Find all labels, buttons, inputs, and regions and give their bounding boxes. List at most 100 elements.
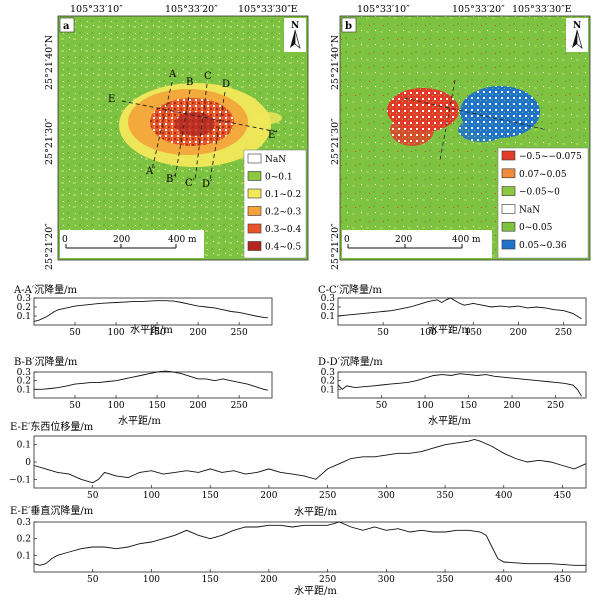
scale-bar-a: 0 200 400 m	[60, 230, 204, 258]
legend-swatch	[501, 239, 516, 250]
legend-label: 0.1~0.2	[265, 190, 301, 200]
x-axis-label: 水平距/m	[428, 324, 471, 336]
y-tick-label: 0.1	[17, 385, 31, 395]
profile-letter-A-prime: A′	[145, 166, 156, 177]
chart-frame	[33, 371, 273, 399]
profile-chart-4: D-D′沉降量/m 0.10.20.3 50 100 150 200 250 水平距/m	[318, 355, 587, 427]
profile-letter-D-prime: D′	[202, 179, 213, 190]
chart-title: C-C′沉降量/m	[318, 283, 382, 296]
top-coord-b-3: 105°33′30″E	[512, 4, 572, 15]
x-tick-label: 100	[107, 401, 124, 411]
x-tick-label: 150	[465, 328, 482, 338]
y-tick-label: 0.2	[17, 377, 31, 387]
chart-frame	[33, 297, 273, 326]
legend-label: −0.05~0	[519, 188, 560, 198]
scale-bar-b: 0 200 400 m	[342, 230, 492, 258]
top-coord-b-2: 105°33′20″	[452, 4, 505, 15]
x-tick-label: 250	[555, 328, 572, 338]
svg-text:400 m: 400 m	[452, 235, 481, 245]
x-tick-label: 200	[503, 401, 520, 411]
profile-chart-6: E-E′垂直沉降量/m 0.1 0.2 0.3 50 100 150 200 250 300 350…	[10, 504, 587, 597]
profile-line	[34, 370, 268, 391]
legend-swatch	[501, 168, 516, 179]
x-tick-label: 250	[231, 401, 248, 411]
top-coord-b-1: 105°33′10″	[357, 4, 410, 15]
legend-label: 0~0.1	[265, 173, 293, 183]
x-tick-label: 150	[460, 401, 477, 411]
y-tick-label: 0.2	[17, 535, 31, 545]
svg-text:N: N	[573, 21, 581, 31]
map-b-tag: b	[345, 21, 352, 32]
profile-letter-B-prime: B′	[166, 174, 176, 185]
x-tick-label: 150	[202, 491, 219, 501]
legend-swatch	[247, 223, 262, 234]
x-tick-label: 50	[376, 401, 388, 411]
profile-chart-5: E-E′东西位移量/m −0.1 0 0.1 50 100 150 200 250 300 350 4…	[9, 420, 587, 518]
y-tick-label: 0.3	[17, 368, 32, 378]
top-coord-2: 105°33′20″	[165, 4, 218, 15]
x-tick-label: 250	[231, 328, 248, 338]
x-tick-label: 100	[420, 328, 437, 338]
north-arrow-b-icon: N	[566, 18, 588, 52]
lat-label-b-3: 25°21′20″	[330, 223, 341, 270]
legend-label: 0.2~0.3	[265, 208, 301, 218]
x-axis-label: 水平距/m	[428, 415, 471, 427]
chart-frame	[33, 521, 587, 573]
legend-label: 0.05~0.36	[519, 241, 567, 251]
chart-title: B-B′沉降量/m	[14, 355, 78, 368]
map-a: A B C D E A′ B′ C′ D′ E′ a N NaN 0~0.1 0.1…	[57, 15, 309, 261]
legend-swatch	[247, 153, 262, 164]
x-tick-label: 350	[436, 575, 453, 585]
profile-letter-C: C	[204, 71, 212, 82]
legend-label: 0.4~0.5	[265, 243, 301, 253]
x-tick-label: 250	[319, 491, 336, 501]
profile-line	[33, 521, 586, 566]
map-b: b N −0.5~−0.075 0.07~0.05 −0.05~0 NaN 0~0.05…	[339, 15, 591, 261]
chart-frame	[33, 435, 587, 489]
x-tick-label: 400	[495, 575, 512, 585]
top-coord-3: 105°33′30″E	[238, 4, 298, 15]
x-tick-label: 150	[202, 575, 219, 585]
profile-chart-1: A-A′沉降量/m 0.10.20.3 50 100 150 200 250 水平距/m	[13, 283, 273, 338]
lat-label-b-2: 25°21′30″	[330, 118, 341, 165]
svg-text:200: 200	[113, 235, 130, 245]
legend-a: NaN 0~0.1 0.1~0.2 0.2~0.3 0.3~0.4 0.4~0.5	[243, 149, 307, 259]
x-tick-label: 100	[416, 401, 433, 411]
profile-line	[33, 439, 587, 484]
legend-swatch	[501, 221, 516, 232]
legend-swatch	[247, 206, 262, 216]
x-tick-label: 350	[436, 491, 453, 501]
y-tick-label: 0.3	[17, 518, 32, 528]
x-tick-label: 400	[495, 491, 512, 501]
lat-label-1: 25°21′40″N	[44, 35, 55, 90]
map-a-tag: a	[63, 21, 70, 32]
legend-label: 0.07~0.05	[519, 170, 567, 180]
legend-label: −0.5~−0.075	[519, 152, 582, 162]
y-tick-label: 0.1	[17, 312, 31, 322]
x-tick-label: 50	[87, 491, 99, 501]
x-tick-label: 250	[319, 575, 336, 585]
x-tick-label: 200	[190, 401, 207, 411]
svg-text:200: 200	[395, 235, 412, 245]
x-tick-label: 300	[378, 575, 395, 585]
profile-letter-C-prime: C′	[185, 178, 196, 189]
legend-swatch	[501, 150, 516, 161]
y-tick-label: 0.2	[17, 303, 31, 313]
north-arrow-icon: N	[284, 18, 306, 52]
y-tick-label: 0.3	[321, 368, 336, 378]
x-tick-label: 200	[260, 491, 277, 501]
profile-line	[33, 300, 268, 322]
legend-swatch	[247, 188, 262, 199]
x-axis-label: 水平距/m	[118, 415, 161, 427]
legend-swatch	[501, 186, 516, 196]
profile-letter-E: E	[108, 94, 115, 105]
x-tick-label: 150	[149, 401, 166, 411]
y-tick-label: 0.3	[321, 294, 336, 304]
x-tick-label: 50	[69, 401, 81, 411]
svg-text:0: 0	[62, 235, 68, 245]
x-tick-label: 450	[554, 575, 571, 585]
profile-letter-B: B	[186, 77, 193, 88]
x-tick-label: 50	[377, 328, 389, 338]
